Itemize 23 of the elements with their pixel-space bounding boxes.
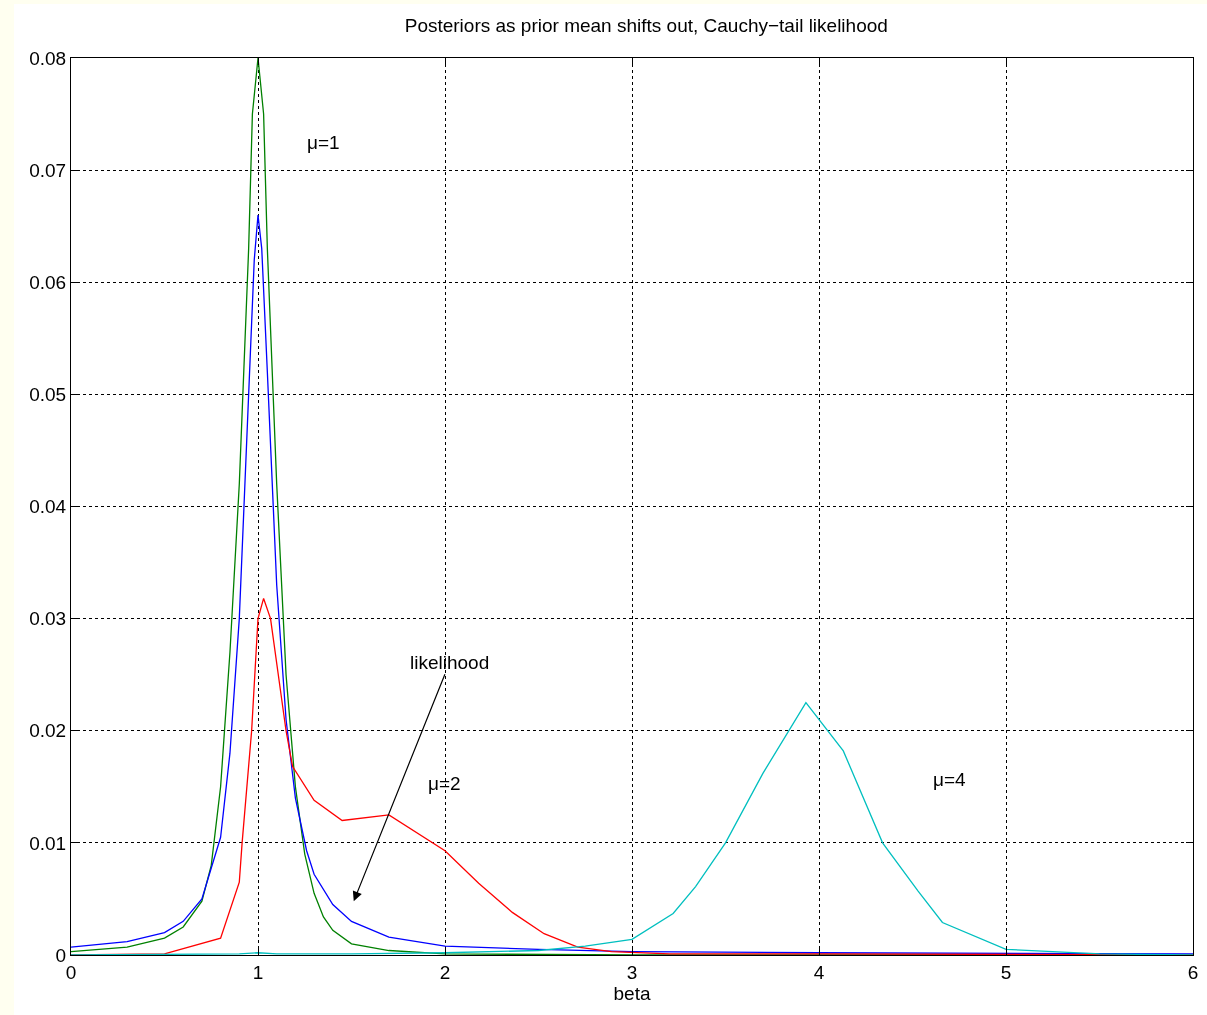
y-tick-label: 0.04 [29, 496, 67, 518]
x-tick-label: 5 [1000, 961, 1012, 983]
line-series [71, 214, 1193, 955]
annotation: μ=1 [307, 132, 340, 153]
annotation: likelihood [410, 652, 490, 673]
line-series [71, 702, 1193, 955]
y-tick-label: 0.06 [29, 271, 67, 293]
x-tick-label: 2 [439, 961, 451, 983]
x-tick-label: 4 [813, 961, 825, 983]
y-tick-label: 0 [55, 944, 67, 966]
y-tick-label: 0.03 [29, 608, 67, 630]
x-tick-label: 6 [1187, 961, 1199, 983]
chart-title: Posteriors as prior mean shifts out, Cauchy−tail likelihood [404, 15, 888, 37]
x-tick-label: 3 [626, 961, 638, 983]
y-tick-label: 0.01 [29, 832, 67, 854]
y-tick-label: 0.05 [29, 384, 67, 406]
x-axis-title: beta [613, 982, 651, 1004]
y-tick-label: 0.07 [29, 159, 67, 181]
annotation: μ=4 [933, 769, 967, 790]
annotation: μ=2 [428, 773, 461, 794]
x-tick-label: 1 [252, 961, 264, 983]
y-tick-label: 0.08 [29, 47, 67, 69]
y-tick-label: 0.02 [29, 720, 67, 742]
